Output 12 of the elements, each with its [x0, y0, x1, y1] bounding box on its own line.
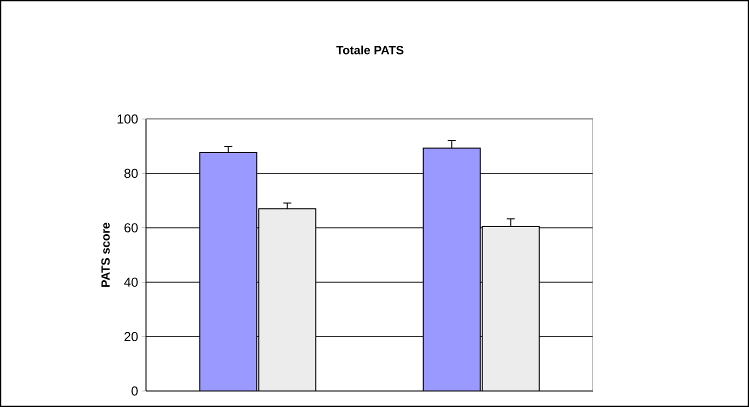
- y-tick-label: 80: [124, 168, 138, 178]
- bar: [422, 148, 481, 391]
- bar: [199, 152, 258, 391]
- y-tick-label: 40: [124, 278, 138, 287]
- bar: [482, 226, 540, 391]
- chart-title: Totale PATS: [336, 46, 404, 54]
- y-tick-label: 60: [124, 223, 138, 232]
- y-tick-label: 0: [132, 386, 138, 396]
- bar: [258, 208, 316, 391]
- y-tick-label: 20: [124, 332, 138, 342]
- y-axis-title: PATS score: [101, 222, 110, 287]
- y-tick-label: 100: [118, 114, 138, 124]
